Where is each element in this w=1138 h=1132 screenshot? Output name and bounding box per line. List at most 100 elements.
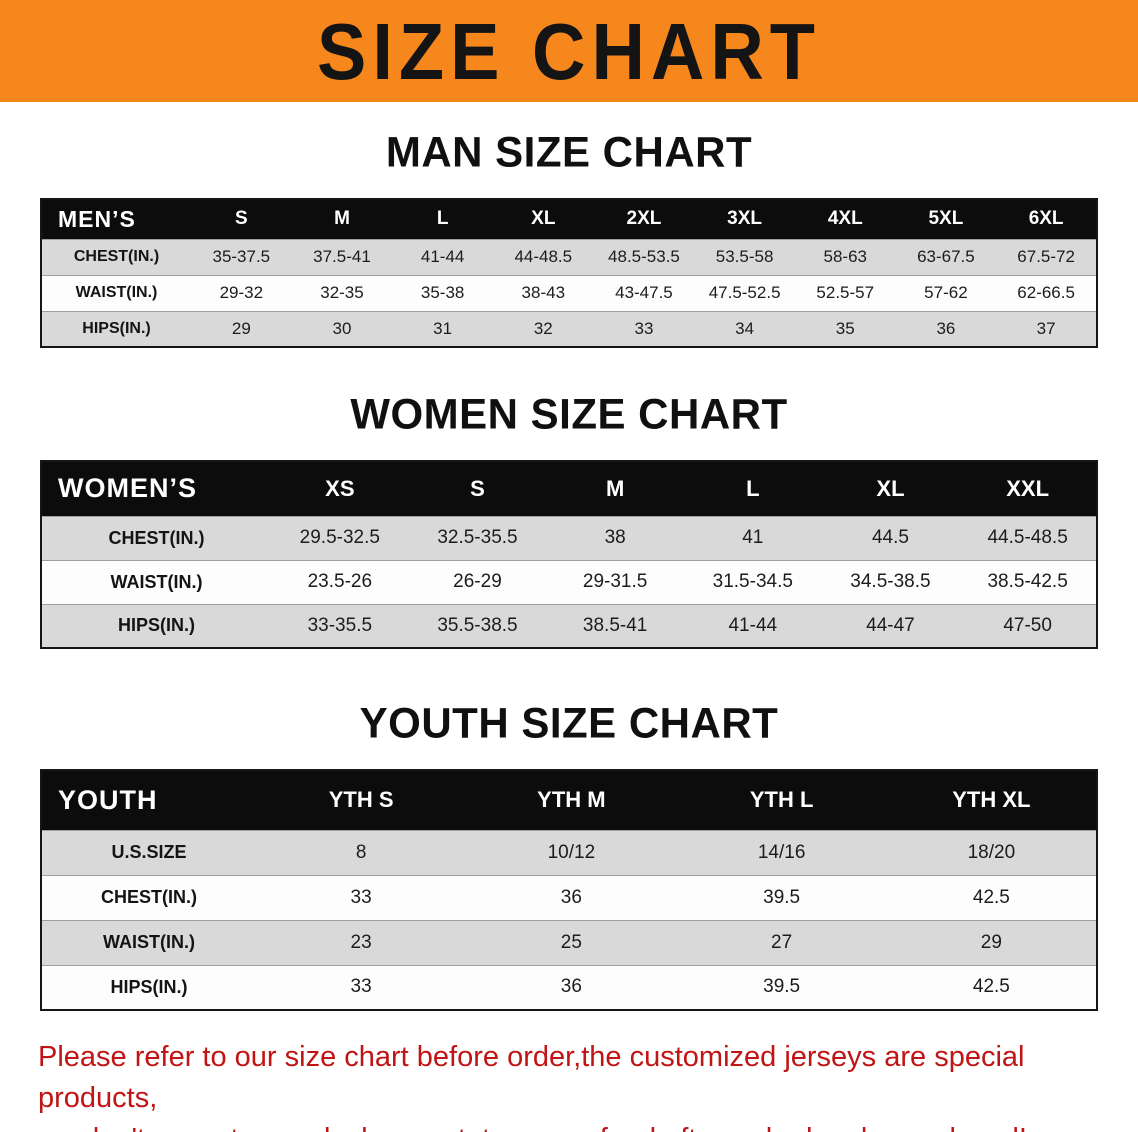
measurement-value-cell: 25 — [560, 931, 582, 953]
size-column-header: YTH M — [537, 787, 606, 813]
size-column-header: S — [234, 208, 248, 230]
table-row: HIPS(IN.) 33-35.5 35.5-38.5 38.5-41 41-44 44-… — [41, 604, 1097, 648]
size-column-header: 6XL — [1028, 208, 1064, 230]
youth-size-chart-heading: YOUTH SIZE CHART — [359, 698, 779, 747]
size-column-header: XS — [325, 475, 355, 501]
measurement-row-label: WAIST(IN.) — [103, 932, 195, 952]
measurement-value-cell: 33 — [634, 318, 654, 338]
measurement-row-label: CHEST(IN.) — [73, 248, 160, 265]
measurement-value-cell: 57-62 — [924, 283, 968, 302]
size-column-header: S — [470, 475, 485, 501]
measurement-value-cell: 29-32 — [219, 283, 264, 302]
women-size-table: WOMEN’S XS S M L XL XXL CHEST(IN.) 29.5-32.5 32.5… — [40, 460, 1098, 649]
measurement-value-cell: 39.5 — [763, 886, 801, 908]
measurement-value-cell: 33 — [350, 886, 372, 908]
table-row: U.S.SIZE 8 10/12 14/16 18/20 — [41, 830, 1097, 875]
table-row: CHEST(IN.) 33 36 39.5 42.5 — [41, 875, 1097, 920]
measurement-value-cell: 47-50 — [1003, 614, 1052, 636]
measurement-value-cell: 29 — [980, 931, 1002, 953]
table-row: CHEST(IN.) 29.5-32.5 32.5-35.5 38 41 44.5 44.5… — [41, 516, 1097, 560]
measurement-value-cell: 43-47.5 — [615, 283, 673, 302]
measurement-value-cell: 47.5-52.5 — [708, 283, 781, 302]
size-column-header: 5XL — [928, 208, 964, 230]
measurement-value-cell: 53.5-58 — [715, 247, 774, 266]
measurement-value-cell: 34 — [735, 318, 755, 338]
youth-table-title: YOUTH — [58, 784, 158, 815]
women-table-title: WOMEN’S — [58, 473, 197, 504]
measurement-value-cell: 14/16 — [757, 841, 806, 863]
measurement-value-cell: 8 — [355, 841, 367, 863]
measurement-row-label: HIPS(IN.) — [110, 976, 188, 997]
women-size-chart-heading: WOMEN SIZE CHART — [350, 389, 788, 438]
table-row: WAIST(IN.) 29-32 32-35 35-38 38-43 43-47.5 47.… — [41, 275, 1097, 311]
measurement-value-cell: 23 — [350, 931, 372, 953]
measurement-value-cell: 62-66.5 — [1017, 283, 1075, 302]
measurement-row-label: CHEST(IN.) — [101, 887, 197, 907]
measurement-value-cell: 44-48.5 — [514, 247, 573, 266]
measurement-value-cell: 32-35 — [320, 283, 364, 302]
table-row: HIPS(IN.) 33 36 39.5 42.5 — [41, 965, 1097, 1010]
section-youth: YOUTH SIZE CHART YOUTH YTH S YTH M YTH L YTH … — [0, 699, 1138, 1011]
measurement-value-cell: 35-38 — [420, 283, 465, 302]
page-title: SIZE CHART — [317, 6, 821, 96]
section-men: MAN SIZE CHART MEN’S S M L XL 2XL 3XL 4XL 5XL 6XL C… — [0, 128, 1138, 348]
measurement-value-cell: 30 — [332, 318, 352, 338]
measurement-value-cell: 31 — [433, 318, 453, 338]
size-column-header: M — [334, 208, 350, 230]
measurement-value-cell: 36 — [936, 318, 956, 338]
size-column-header: M — [605, 475, 625, 501]
size-column-header: XXL — [1006, 475, 1050, 501]
size-column-header: XL — [531, 208, 556, 230]
table-row: WAIST(IN.) 23.5-26 26-29 29-31.5 31.5-34.5 34… — [41, 560, 1097, 604]
size-column-header: YTH S — [328, 787, 394, 813]
notice-line-1: Please refer to our size chart before or… — [38, 1041, 1025, 1114]
measurement-value-cell: 32 — [533, 318, 553, 338]
measurement-value-cell: 58-63 — [823, 247, 867, 266]
measurement-value-cell: 38-43 — [521, 283, 566, 302]
men-size-chart-heading: MAN SIZE CHART — [385, 127, 753, 176]
measurement-value-cell: 34.5-38.5 — [850, 571, 931, 592]
table-row: CHEST(IN.) 35-37.5 37.5-41 41-44 44-48.5 48.5… — [41, 239, 1097, 275]
measurement-value-cell: 23.5-26 — [307, 571, 373, 592]
measurement-value-cell: 63-67.5 — [917, 247, 975, 266]
size-column-header: 3XL — [727, 208, 763, 230]
size-column-header: L — [436, 208, 449, 230]
measurement-value-cell: 36 — [560, 886, 582, 908]
measurement-row-label: WAIST(IN.) — [110, 571, 203, 592]
men-size-table: MEN’S S M L XL 2XL 3XL 4XL 5XL 6XL CHEST(IN.) 35-37… — [40, 198, 1098, 348]
measurement-value-cell: 29-31.5 — [582, 571, 648, 592]
measurement-value-cell: 26-29 — [453, 571, 502, 592]
table-row: WAIST(IN.) 23 25 27 29 — [41, 920, 1097, 965]
measurement-row-label: WAIST(IN.) — [75, 284, 158, 301]
measurement-value-cell: 35-37.5 — [212, 247, 271, 266]
measurement-row-label: U.S.SIZE — [111, 842, 187, 862]
size-column-header: YTH XL — [952, 787, 1031, 813]
measurement-value-cell: 10/12 — [547, 841, 596, 863]
measurement-value-cell: 42.5 — [972, 976, 1010, 998]
measurement-value-cell: 44.5-48.5 — [987, 527, 1068, 548]
women-table-header-row: WOMEN’S XS S M L XL XXL — [41, 461, 1097, 516]
size-column-header: 4XL — [827, 208, 863, 230]
footer-notice: Please refer to our size chart before or… — [38, 1037, 1100, 1132]
measurement-value-cell: 35 — [835, 318, 855, 338]
size-column-header: 2XL — [626, 208, 662, 230]
measurement-value-cell: 36 — [560, 976, 582, 998]
youth-size-table: YOUTH YTH S YTH M YTH L YTH XL U.S.SIZE 8 10/12… — [40, 769, 1098, 1011]
measurement-value-cell: 31.5-34.5 — [712, 571, 793, 592]
table-row: HIPS(IN.) 29 30 31 32 33 34 35 36 37 — [41, 311, 1097, 347]
measurement-value-cell: 41-44 — [728, 614, 778, 636]
measurement-value-cell: 44.5 — [871, 527, 909, 548]
notice-line-2: we don't accept cancel, change, teturn o… — [38, 1119, 1100, 1132]
measurement-value-cell: 27 — [771, 931, 793, 953]
measurement-row-label: CHEST(IN.) — [108, 527, 205, 548]
measurement-value-cell: 41 — [742, 527, 764, 548]
sections-container: MAN SIZE CHART MEN’S S M L XL 2XL 3XL 4XL 5XL 6XL C… — [0, 128, 1138, 1011]
measurement-value-cell: 42.5 — [972, 886, 1010, 908]
measurement-value-cell: 38.5-42.5 — [987, 571, 1068, 592]
size-column-header: XL — [876, 475, 905, 501]
measurement-value-cell: 33 — [350, 976, 372, 998]
men-table-title: MEN’S — [58, 205, 136, 232]
measurement-value-cell: 37.5-41 — [313, 247, 371, 266]
measurement-value-cell: 37 — [1036, 318, 1056, 338]
